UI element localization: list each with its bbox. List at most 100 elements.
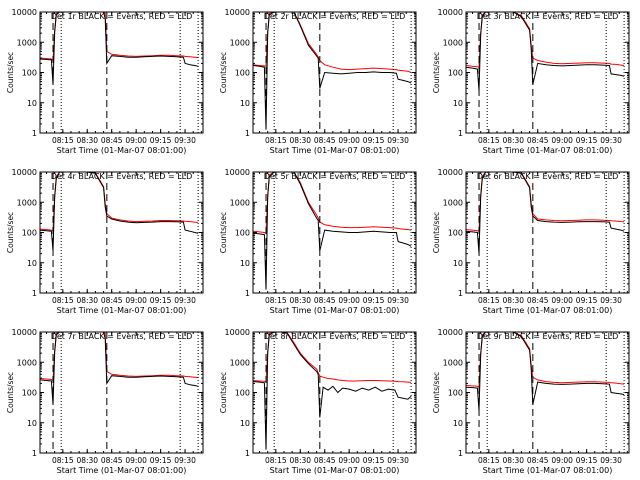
x-tick-label: 09:30 [600, 296, 622, 305]
x-tick-label: 08:15 [265, 136, 287, 145]
x-axis-label: Start Time (01-Mar-07 08:01:00) [270, 466, 400, 475]
x-tick-label: 09:15 [150, 136, 172, 145]
chart-panel: 1 10 100 1000 10000 08:15 08:30 08:45 09:00 09:15… [219, 8, 417, 155]
y-tick-label: 10000 [12, 168, 37, 177]
x-tick-label: 08:30 [76, 136, 98, 145]
chart-title: Det 5r BLACK = Events, RED = LLD [264, 172, 406, 181]
chart-panel: 1 10 100 1000 10000 08:15 08:30 08:45 09:00 09:15… [6, 8, 204, 155]
y-tick-label: 1000 [17, 38, 37, 47]
x-tick-label: 08:15 [52, 136, 74, 145]
x-tick-label: 09:15 [576, 456, 598, 465]
x-tick-label: 08:45 [314, 456, 336, 465]
chart-title: Det 3r BLACK = Events, RED = LLD [477, 12, 619, 21]
y-tick-label: 10 [27, 99, 37, 108]
x-tick-label: 09:30 [174, 136, 196, 145]
y-axis-label: Counts/sec [6, 212, 15, 253]
x-tick-label: 09:00 [338, 136, 360, 145]
y-tick-label: 10000 [12, 328, 37, 337]
lld-series-line [253, 332, 412, 383]
x-tick-label: 08:45 [527, 456, 549, 465]
x-axis-label: Start Time (01-Mar-07 08:01:00) [270, 306, 400, 315]
plot-frame [39, 331, 204, 454]
x-axis-label: Start Time (01-Mar-07 08:01:00) [57, 306, 187, 315]
x-tick-label: 08:15 [265, 296, 287, 305]
events-series-line [466, 172, 625, 254]
chart-panel: 1 10 100 1000 10000 08:15 08:30 08:45 09:00 09:15… [432, 168, 630, 315]
x-tick-label: 09:30 [387, 296, 409, 305]
x-tick-label: 08:15 [478, 456, 500, 465]
x-tick-label: 09:15 [150, 296, 172, 305]
y-tick-label: 1 [458, 449, 463, 458]
y-tick-label: 10000 [438, 168, 463, 177]
x-tick-label: 08:15 [478, 296, 500, 305]
x-tick-label: 08:45 [101, 136, 123, 145]
x-tick-label: 09:00 [125, 456, 147, 465]
plot-frame [465, 171, 630, 294]
events-series-line [253, 332, 412, 450]
x-tick-label: 08:45 [101, 456, 123, 465]
y-tick-label: 1000 [230, 358, 250, 367]
y-tick-label: 10000 [438, 8, 463, 17]
x-tick-label: 08:30 [289, 296, 311, 305]
events-series-line [466, 12, 625, 91]
y-tick-label: 10 [453, 259, 463, 268]
x-tick-label: 08:30 [289, 136, 311, 145]
x-tick-label: 09:15 [576, 296, 598, 305]
y-tick-label: 100 [235, 389, 250, 398]
x-tick-label: 09:15 [576, 136, 598, 145]
y-tick-label: 100 [448, 69, 463, 78]
x-tick-label: 08:45 [314, 136, 336, 145]
x-axis-label: Start Time (01-Mar-07 08:01:00) [57, 466, 187, 475]
x-tick-label: 08:30 [502, 296, 524, 305]
y-axis-label: Counts/sec [6, 52, 15, 93]
chart-title: Det 2r BLACK = Events, RED = LLD [264, 12, 406, 21]
y-tick-label: 1000 [230, 198, 250, 207]
y-axis-label: Counts/sec [432, 52, 441, 93]
y-axis-label: Counts/sec [219, 372, 228, 413]
y-tick-label: 1000 [443, 358, 463, 367]
chart-title: Det 8r BLACK = Events, RED = LLD [264, 332, 406, 341]
x-tick-label: 08:30 [76, 296, 98, 305]
chart-panel: 1 10 100 1000 10000 08:15 08:30 08:45 09:00 09:15… [432, 8, 630, 155]
y-tick-label: 10 [240, 259, 250, 268]
y-tick-label: 100 [448, 389, 463, 398]
x-tick-label: 08:30 [502, 136, 524, 145]
plot-frame [252, 331, 417, 454]
x-tick-label: 09:00 [125, 136, 147, 145]
y-tick-label: 10 [453, 99, 463, 108]
x-tick-label: 08:15 [265, 456, 287, 465]
x-tick-label: 09:30 [600, 456, 622, 465]
chart-panel: 1 10 100 1000 10000 08:15 08:30 08:45 09:00 09:15… [219, 168, 417, 315]
y-tick-label: 1 [458, 289, 463, 298]
x-axis-label: Start Time (01-Mar-07 08:01:00) [270, 146, 400, 155]
chart-panel: 1 10 100 1000 10000 08:15 08:30 08:45 09:00 09:15… [6, 328, 204, 475]
y-axis-label: Counts/sec [432, 372, 441, 413]
y-tick-label: 10 [27, 419, 37, 428]
y-tick-label: 100 [22, 389, 37, 398]
y-tick-label: 10000 [225, 328, 250, 337]
x-axis-label: Start Time (01-Mar-07 08:01:00) [483, 146, 613, 155]
plot-frame [465, 331, 630, 454]
x-tick-label: 09:30 [600, 136, 622, 145]
y-tick-label: 1 [245, 289, 250, 298]
y-tick-label: 10 [240, 99, 250, 108]
y-axis-label: Counts/sec [432, 212, 441, 253]
y-tick-label: 1000 [443, 198, 463, 207]
x-tick-label: 09:00 [551, 136, 573, 145]
x-tick-label: 08:15 [52, 296, 74, 305]
y-tick-label: 10 [27, 259, 37, 268]
y-tick-label: 1 [245, 449, 250, 458]
y-tick-label: 1 [245, 129, 250, 138]
x-tick-label: 08:45 [527, 296, 549, 305]
y-tick-label: 10000 [438, 328, 463, 337]
events-series-line [253, 172, 412, 290]
x-tick-label: 09:30 [174, 296, 196, 305]
x-tick-label: 09:30 [387, 456, 409, 465]
y-tick-label: 100 [235, 229, 250, 238]
y-tick-label: 1000 [230, 38, 250, 47]
y-tick-label: 10000 [225, 168, 250, 177]
events-series-line [466, 332, 625, 411]
x-axis-label: Start Time (01-Mar-07 08:01:00) [57, 146, 187, 155]
x-tick-label: 08:30 [76, 456, 98, 465]
